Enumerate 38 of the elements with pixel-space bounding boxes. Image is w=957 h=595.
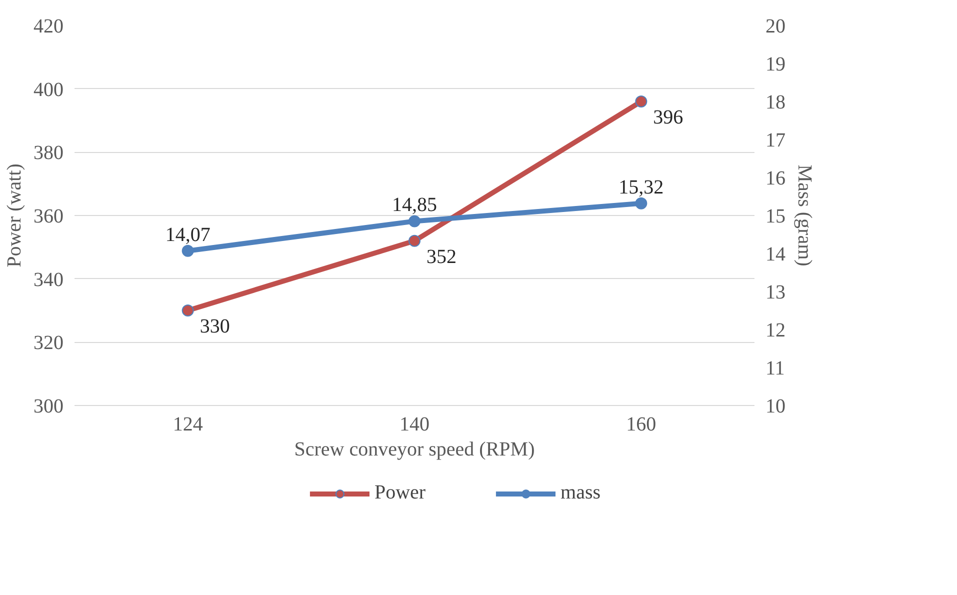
y-tick-label: 340 xyxy=(34,268,64,291)
data-label: 396 xyxy=(653,106,684,128)
y2-tick-label: 13 xyxy=(766,282,786,304)
y2-axis-title: Mass (gram) xyxy=(794,164,816,266)
y-tick-label: 380 xyxy=(34,142,64,164)
y2-tick-label: 10 xyxy=(766,396,786,418)
y2-tick-label: 11 xyxy=(766,358,785,380)
data-label: 14,85 xyxy=(392,194,437,216)
legend-label: mass xyxy=(560,482,601,504)
y2-tick-label: 18 xyxy=(766,92,786,114)
y-axis-title: Power (watt) xyxy=(4,164,26,268)
y2-tick-label: 14 xyxy=(766,244,786,266)
y-tick-label: 360 xyxy=(34,206,64,228)
y2-tick-label: 12 xyxy=(766,320,786,342)
y2-tick-label: 16 xyxy=(766,168,786,190)
legend-label: Power xyxy=(374,482,426,504)
y2-tick-label: 20 xyxy=(766,16,786,38)
y-tick-label: 300 xyxy=(34,396,64,418)
point xyxy=(408,234,420,247)
point xyxy=(635,197,648,210)
y2-tick-label: 17 xyxy=(766,130,786,152)
data-label: 14,07 xyxy=(165,224,210,246)
y-tick-label: 400 xyxy=(34,78,64,101)
y-tick-label: 420 xyxy=(34,16,64,38)
y2-tick-label: 15 xyxy=(766,206,786,228)
point xyxy=(182,244,194,257)
point xyxy=(182,304,194,316)
data-label: 330 xyxy=(200,316,230,338)
y2-tick-label: 19 xyxy=(766,54,786,76)
x-tick-label: 160 xyxy=(626,414,656,436)
x-tick-label: 124 xyxy=(172,414,203,436)
point xyxy=(408,215,420,228)
data-label: 352 xyxy=(426,246,456,268)
point xyxy=(635,96,648,108)
x-tick-label: 140 xyxy=(400,414,430,436)
y-tick-label: 320 xyxy=(34,332,64,354)
x-axis-title: Screw conveyor speed (RPM) xyxy=(294,438,535,460)
data-label: 15,32 xyxy=(618,176,664,198)
